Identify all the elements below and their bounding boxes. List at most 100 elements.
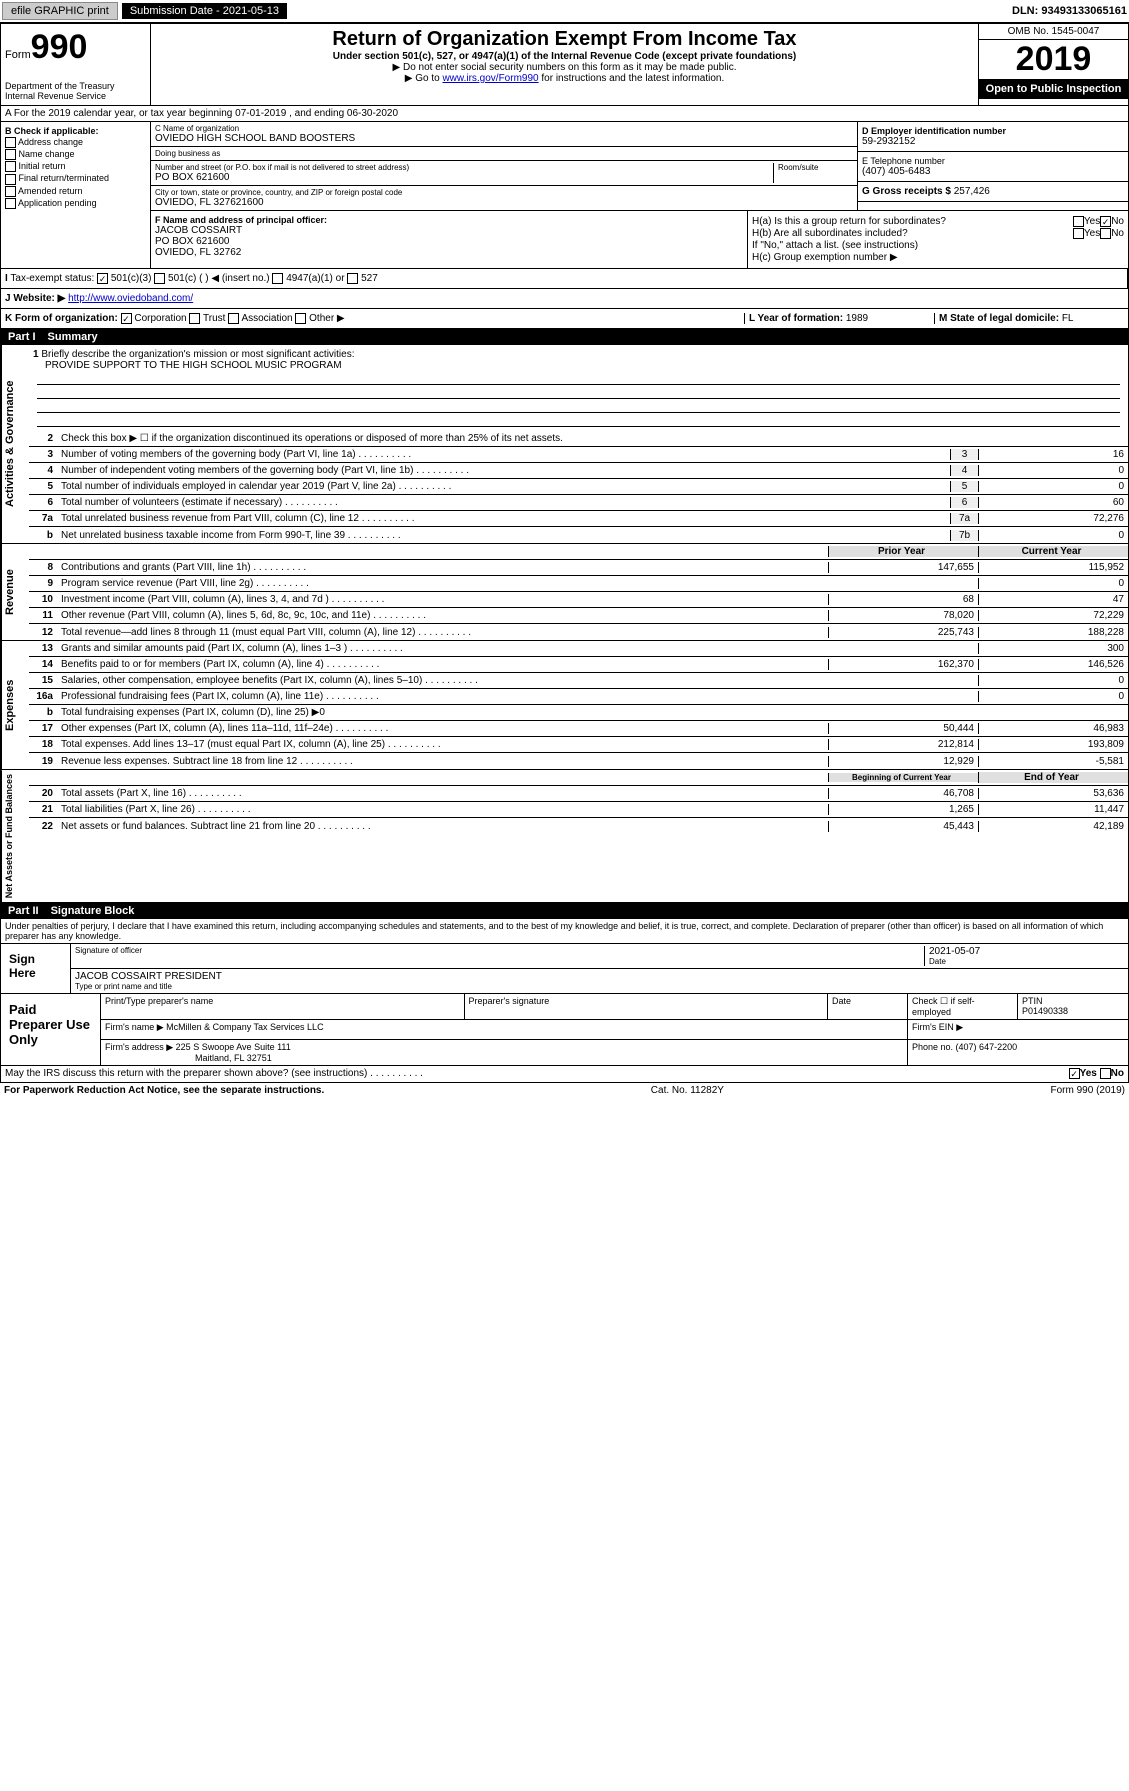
line-6: 6Total number of volunteers (estimate if… xyxy=(29,495,1128,511)
row-j: J Website: ▶ http://www.oviedoband.com/ xyxy=(0,289,1129,309)
chk-501c3[interactable]: ✓ xyxy=(97,273,108,284)
line-8: 8Contributions and grants (Part VIII, li… xyxy=(29,560,1128,576)
opt-trust: Trust xyxy=(203,313,225,324)
part1-num: Part I xyxy=(8,331,36,343)
chk-assoc[interactable] xyxy=(228,313,239,324)
governance-section: Activities & Governance 1 Briefly descri… xyxy=(0,345,1129,544)
line-18: 18Total expenses. Add lines 13–17 (must … xyxy=(29,737,1128,753)
line-13: 13Grants and similar amounts paid (Part … xyxy=(29,641,1128,657)
paperwork-notice: For Paperwork Reduction Act Notice, see … xyxy=(4,1085,324,1096)
firm-phone: (407) 647-2200 xyxy=(956,1042,1018,1052)
opt-527: 527 xyxy=(361,273,378,284)
top-bar: efile GRAPHIC print Submission Date - 20… xyxy=(0,0,1129,23)
line-3: 3Number of voting members of the governi… xyxy=(29,447,1128,463)
note-ssn: ▶ Do not enter social security numbers o… xyxy=(155,62,974,73)
line-22: 22Net assets or fund balances. Subtract … xyxy=(29,818,1128,834)
form-org-label: K Form of organization: xyxy=(5,313,118,324)
prep-date-hdr: Date xyxy=(828,994,908,1019)
opt-assoc: Association xyxy=(241,313,292,324)
tax-status-label: Tax-exempt status: xyxy=(10,273,94,284)
paid-preparer-block: Paid Preparer Use Only Print/Type prepar… xyxy=(0,994,1129,1066)
mission-blank2 xyxy=(37,385,1120,399)
note-goto: ▶ Go to www.irs.gov/Form990 for instruct… xyxy=(155,73,974,84)
gross-value: 257,426 xyxy=(954,186,990,197)
dept-treasury: Department of the Treasury Internal Reve… xyxy=(5,81,146,101)
ha-no[interactable]: ✓ xyxy=(1100,216,1111,227)
officer-addr2: OVIEDO, FL 32762 xyxy=(155,247,743,258)
opt-other: Other ▶ xyxy=(309,313,344,324)
paid-label: Paid Preparer Use Only xyxy=(1,994,101,1065)
line-20: 20Total assets (Part X, line 16)46,70853… xyxy=(29,786,1128,802)
chk-amended[interactable] xyxy=(5,186,16,197)
tax-year: 2019 xyxy=(979,40,1128,79)
sig-name: JACOB COSSAIRT PRESIDENT xyxy=(75,971,1124,982)
chk-corp[interactable]: ✓ xyxy=(121,313,132,324)
org-addr: PO BOX 621600 xyxy=(155,172,773,183)
ein-label: D Employer identification number xyxy=(862,126,1124,136)
form-subtitle: Under section 501(c), 527, or 4947(a)(1)… xyxy=(155,51,974,62)
discuss-no[interactable] xyxy=(1100,1068,1111,1079)
mission-label: Briefly describe the organization's miss… xyxy=(41,349,354,360)
block-b-through-g: B Check if applicable: Address change Na… xyxy=(0,122,1129,269)
lbl-address: Address change xyxy=(18,137,83,147)
line-4: 4Number of independent voting members of… xyxy=(29,463,1128,479)
opt-501c3: 501(c)(3) xyxy=(111,273,152,284)
form-ref: Form 990 (2019) xyxy=(1051,1085,1125,1096)
line1-num: 1 xyxy=(33,349,39,360)
line-16a: 16aProfessional fundraising fees (Part I… xyxy=(29,689,1128,705)
omb-number: OMB No. 1545-0047 xyxy=(979,24,1128,40)
chk-final[interactable] xyxy=(5,174,16,185)
chk-trust[interactable] xyxy=(189,313,200,324)
dln: DLN: 93493133065161 xyxy=(1012,5,1127,17)
firm-addr2: Maitland, FL 32751 xyxy=(105,1053,272,1063)
chk-501c[interactable] xyxy=(154,273,165,284)
expenses-section: Expenses 13Grants and similar amounts pa… xyxy=(0,641,1129,770)
lbl-initial: Initial return xyxy=(19,161,66,171)
line-16b: bTotal fundraising expenses (Part IX, co… xyxy=(29,705,1128,721)
row-i: I Tax-exempt status: ✓ 501(c)(3) 501(c) … xyxy=(0,269,1129,289)
dba-label: Doing business as xyxy=(155,149,853,158)
ha-label: H(a) Is this a group return for subordin… xyxy=(752,216,1073,227)
ha-yes[interactable] xyxy=(1073,216,1084,227)
firm-addr-label: Firm's address ▶ xyxy=(105,1042,173,1052)
chk-pending[interactable] xyxy=(5,198,16,209)
sig-officer-label: Signature of officer xyxy=(75,946,924,955)
row-a-taxyear: A For the 2019 calendar year, or tax yea… xyxy=(0,106,1129,122)
f-label: F Name and address of principal officer: xyxy=(155,215,743,225)
website-link[interactable]: http://www.oviedoband.com/ xyxy=(68,293,193,304)
discuss-yes[interactable]: ✓ xyxy=(1069,1068,1080,1079)
chk-name[interactable] xyxy=(5,149,16,160)
chk-initial[interactable] xyxy=(5,161,16,172)
line-7a: 7aTotal unrelated business revenue from … xyxy=(29,511,1128,527)
domicile-label: M State of legal domicile: xyxy=(939,313,1062,324)
part1-header: Part I Summary xyxy=(0,329,1129,345)
lbl-name: Name change xyxy=(19,149,75,159)
line-21: 21Total liabilities (Part X, line 26)1,2… xyxy=(29,802,1128,818)
domicile: FL xyxy=(1062,313,1074,324)
chk-4947[interactable] xyxy=(272,273,283,284)
part2-title: Signature Block xyxy=(51,905,135,917)
chk-address[interactable] xyxy=(5,137,16,148)
efile-btn[interactable]: efile GRAPHIC print xyxy=(2,2,118,20)
mission-blank3 xyxy=(37,399,1120,413)
hb-no[interactable] xyxy=(1100,228,1111,239)
lbl-amended: Amended return xyxy=(18,186,83,196)
end-year-hdr: End of Year xyxy=(978,772,1128,783)
chk-other[interactable] xyxy=(295,313,306,324)
ein-value: 59-2932152 xyxy=(862,136,1124,147)
officer-name: JACOB COSSAIRT xyxy=(155,225,743,236)
hc-label: H(c) Group exemption number ▶ xyxy=(752,252,1124,263)
hb-yes[interactable] xyxy=(1073,228,1084,239)
org-city: OVIEDO, FL 327621600 xyxy=(155,197,853,208)
mission-blank4 xyxy=(37,413,1120,427)
line-b: bNet unrelated business taxable income f… xyxy=(29,527,1128,543)
hb-note: If "No," attach a list. (see instruction… xyxy=(752,240,1124,251)
prep-sig-hdr: Preparer's signature xyxy=(465,994,829,1019)
col-b-title: B Check if applicable: xyxy=(5,126,146,136)
addr-label: Number and street (or P.O. box if mail i… xyxy=(155,163,773,172)
current-year-hdr: Current Year xyxy=(978,546,1128,557)
irs-link[interactable]: www.irs.gov/Form990 xyxy=(442,73,538,84)
goto-post: for instructions and the latest informat… xyxy=(539,73,725,84)
goto-pre: ▶ Go to xyxy=(405,73,443,84)
chk-527[interactable] xyxy=(347,273,358,284)
